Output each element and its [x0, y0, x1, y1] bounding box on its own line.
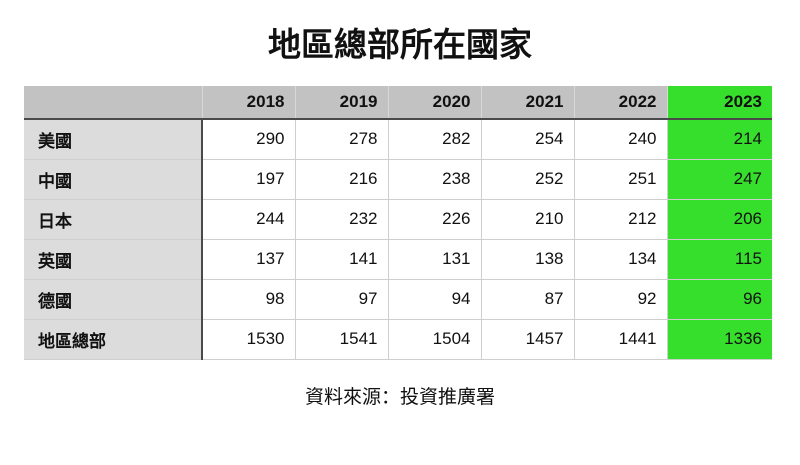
- value-cell: 134: [573, 239, 667, 280]
- value-cell: 244: [201, 199, 295, 240]
- value-cell-highlight: 96: [666, 279, 772, 320]
- value-cell: 94: [387, 279, 481, 320]
- value-cell: 1541: [294, 319, 388, 360]
- value-cell: 1457: [480, 319, 574, 360]
- value-cell-highlight: 214: [666, 119, 772, 160]
- value-cell: 98: [201, 279, 295, 320]
- value-cell: 282: [387, 119, 481, 160]
- value-cell: 87: [480, 279, 574, 320]
- value-cell: 141: [294, 239, 388, 280]
- value-cell: 138: [480, 239, 574, 280]
- value-cell: 278: [294, 119, 388, 160]
- row-label: 中國: [24, 159, 203, 200]
- table-row: 英國 137 141 131 138 134 115: [24, 239, 772, 280]
- value-cell: 1530: [201, 319, 295, 360]
- value-cell: 92: [573, 279, 667, 320]
- value-cell: 137: [201, 239, 295, 280]
- year-header: 2018: [201, 86, 295, 120]
- value-cell-highlight: 247: [666, 159, 772, 200]
- table-row: 地區總部 1530 1541 1504 1457 1441 1336: [24, 319, 772, 360]
- row-label: 美國: [24, 119, 203, 160]
- table-header: 2018 2019 2020 2021 2022 2023: [24, 86, 772, 120]
- row-label: 地區總部: [24, 319, 203, 360]
- table-row: 中國 197 216 238 252 251 247: [24, 159, 772, 200]
- value-cell: 251: [573, 159, 667, 200]
- value-cell: 197: [201, 159, 295, 200]
- value-cell: 97: [294, 279, 388, 320]
- corner-cell: [24, 86, 202, 120]
- value-cell-highlight: 206: [666, 199, 772, 240]
- infographic-page: 地區總部所在國家 2018 2019 2020 2021 2022 2023 美國 290 2…: [0, 22, 800, 409]
- row-label: 德國: [24, 279, 203, 320]
- table-row: 德國 98 97 94 87 92 96: [24, 279, 772, 320]
- table-row: 美國 290 278 282 254 240 214: [24, 119, 772, 160]
- year-header: 2022: [573, 86, 667, 120]
- value-cell: 232: [294, 199, 388, 240]
- row-label: 日本: [24, 199, 203, 240]
- value-cell: 210: [480, 199, 574, 240]
- header-row: 2018 2019 2020 2021 2022 2023: [24, 86, 772, 120]
- year-header: 2019: [294, 86, 388, 120]
- value-cell: 131: [387, 239, 481, 280]
- value-cell: 226: [387, 199, 481, 240]
- page-title: 地區總部所在國家: [268, 26, 532, 63]
- value-cell: 238: [387, 159, 481, 200]
- value-cell: 254: [480, 119, 574, 160]
- value-cell-highlight: 115: [666, 239, 772, 280]
- value-cell: 212: [573, 199, 667, 240]
- value-cell: 1441: [573, 319, 667, 360]
- source-note: 資料來源：投資推廣署: [304, 386, 495, 408]
- table-body: 美國 290 278 282 254 240 214 中國 197 216 238 252 251 247…: [24, 119, 772, 360]
- value-cell: 240: [573, 119, 667, 160]
- row-label: 英國: [24, 239, 203, 280]
- year-header: 2023: [666, 86, 772, 120]
- value-cell: 1504: [387, 319, 481, 360]
- year-header: 2020: [387, 86, 481, 120]
- value-cell: 252: [480, 159, 574, 200]
- regional-hq-table: 2018 2019 2020 2021 2022 2023 美國 290 278 282 254 2…: [24, 86, 772, 360]
- value-cell-highlight: 1336: [666, 319, 772, 360]
- table-row: 日本 244 232 226 210 212 206: [24, 199, 772, 240]
- value-cell: 216: [294, 159, 388, 200]
- value-cell: 290: [201, 119, 295, 160]
- year-header: 2021: [480, 86, 574, 120]
